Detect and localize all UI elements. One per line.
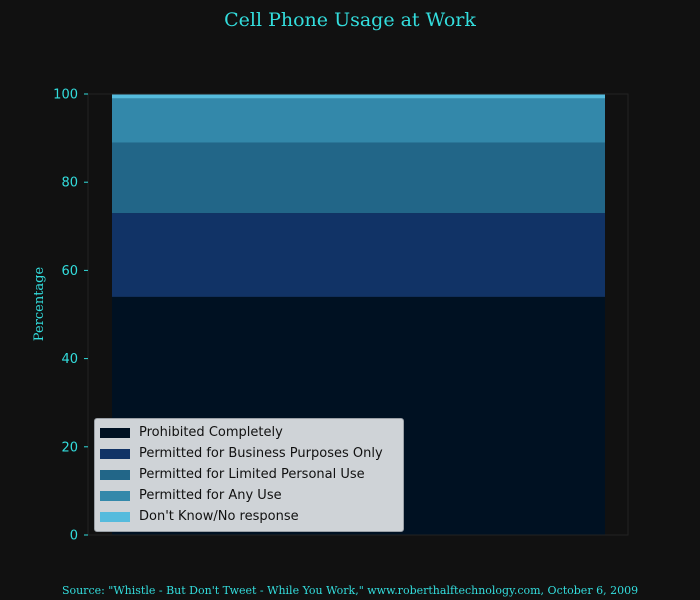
legend-label: Permitted for Limited Personal Use — [139, 467, 365, 482]
legend-item: Don't Know/No response — [95, 506, 403, 527]
legend-item: Permitted for Limited Personal Use — [95, 464, 403, 485]
plot-frame — [87, 93, 629, 536]
bar-segment-4 — [112, 98, 605, 143]
y-tick-label: 0 — [70, 529, 78, 544]
y-tick-label: 60 — [61, 264, 78, 279]
bar-segment-5 — [112, 94, 605, 99]
legend-swatch — [100, 511, 130, 522]
legend-label: Permitted for Any Use — [139, 488, 282, 503]
y-tick-label: 40 — [61, 352, 78, 367]
legend-swatch — [100, 448, 130, 459]
legend-label: Permitted for Business Purposes Only — [139, 446, 383, 461]
legend-swatch — [100, 469, 130, 480]
bar-segment-2 — [112, 213, 605, 297]
y-axis-label: Percentage — [32, 266, 47, 341]
y-tick-label: 100 — [53, 88, 78, 103]
legend-swatch — [100, 490, 130, 501]
legend: Prohibited Completely Permitted for Busin… — [94, 418, 404, 532]
y-axis: 0 20 40 60 80 100 — [53, 88, 629, 544]
y-tick-label: 20 — [61, 440, 78, 455]
chart-title: Cell Phone Usage at Work — [224, 9, 476, 31]
y-tick-label: 80 — [61, 176, 78, 191]
source-note: Source: "Whistle - But Don't Tweet - Whi… — [62, 584, 638, 597]
legend-item: Permitted for Business Purposes Only — [95, 443, 403, 464]
bar-stack — [112, 94, 605, 535]
bar-segment-3 — [112, 142, 605, 214]
legend-swatch — [100, 427, 130, 438]
legend-item: Prohibited Completely — [95, 422, 403, 443]
legend-label: Don't Know/No response — [139, 509, 299, 524]
legend-item: Permitted for Any Use — [95, 485, 403, 506]
legend-label: Prohibited Completely — [139, 425, 283, 440]
